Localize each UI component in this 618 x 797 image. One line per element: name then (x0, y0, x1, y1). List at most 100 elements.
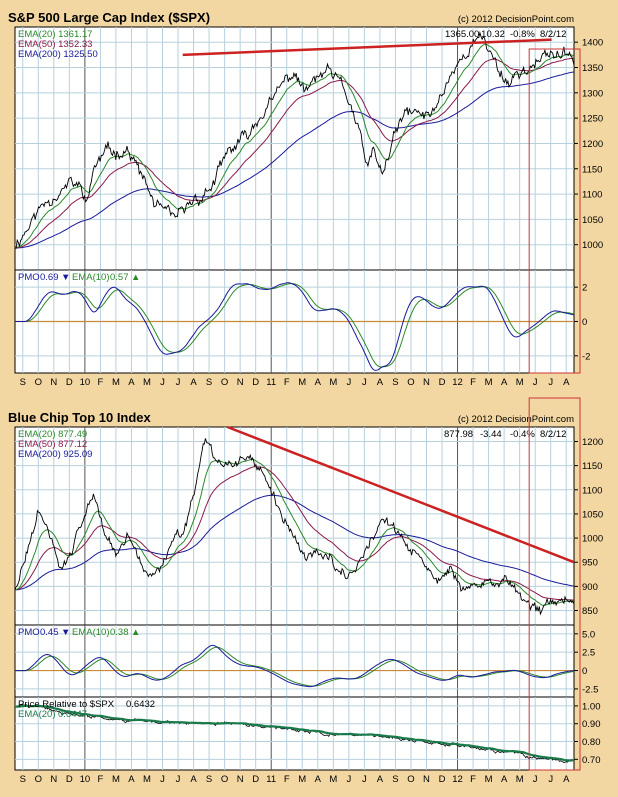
x-tick-label: M (112, 774, 120, 785)
highlight-box-top (528, 48, 581, 374)
y-tick-label: 1350 (582, 63, 603, 74)
x-tick-label: J (533, 377, 538, 388)
bluechip-pmo-ema-arrow: ▲ (131, 627, 140, 638)
y-tick-label: 900 (582, 582, 598, 593)
spx-pmo-yaxis: 2 0 -2 (574, 283, 590, 362)
bluechip-relative-legend: Price Relative to $SPX 0.6432 EMA(20) 0.… (18, 699, 155, 720)
x-tick-label: M (329, 774, 337, 785)
x-tick-label: J (533, 774, 538, 785)
spx-quote: 1365.00 -10.32 -0.8% 8/2/12 (445, 29, 566, 40)
trend-line (226, 425, 575, 564)
spx-quote-last: 1365.00 (445, 29, 479, 40)
x-tick-label: O (407, 774, 414, 785)
x-tick-label: D (439, 377, 446, 388)
x-tick-label: N (237, 377, 244, 388)
bluechip-pmo-arrow: ▼ (61, 627, 70, 638)
x-tick-label: O (407, 377, 414, 388)
bluechip-ema20-label: EMA(20) 877.49 (18, 429, 87, 440)
x-tick-label: M (112, 377, 120, 388)
x-tick-label: N (423, 377, 430, 388)
spx-pmo-ema-arrow: ▲ (131, 272, 140, 283)
ema50-line (14, 466, 575, 601)
relative-ema-line (15, 704, 574, 762)
x-tick-label: 12 (452, 774, 463, 785)
x-tick-label: M (485, 377, 493, 388)
x-tick-label: D (66, 774, 73, 785)
spx-price-yaxis: 1400 1350 1300 1250 1200 1150 1100 1050 1000 (574, 38, 603, 251)
x-tick-label: M (329, 377, 337, 388)
y-tick-label: 1250 (582, 114, 603, 125)
x-tick-label: J (176, 774, 181, 785)
y-tick-label: 1400 (582, 38, 603, 49)
spx-price-panel (14, 26, 575, 271)
x-tick-label: S (20, 774, 26, 785)
bluechip-relative-value: 0.6432 (126, 699, 155, 710)
x-tick-label: A (128, 377, 135, 388)
y-tick-label: 1150 (582, 164, 602, 175)
spx-quote-date: 8/2/12 (540, 29, 566, 40)
pmo-line (15, 644, 574, 688)
x-tick-label: S (20, 377, 26, 388)
bluechip-title: Blue Chip Top 10 Index (8, 410, 152, 425)
x-tick-label: A (563, 377, 570, 388)
y-tick-label: 1000 (582, 534, 603, 545)
x-tick-label: M (516, 377, 524, 388)
spx-ema20-label: EMA(20) 1361.17 (18, 29, 92, 40)
x-tick-label: 10 (80, 774, 91, 785)
ema20-line (14, 458, 575, 606)
x-tick-label: S (392, 377, 398, 388)
bluechip-quote-pct: -0.4% (510, 429, 535, 440)
bluechip-relative-lines (14, 704, 575, 764)
spx-x-axis: S O N D 10 F M A M J J A S O N D 11 F M A M J J A S O N D 12 F M A M J J A (20, 377, 570, 388)
ema50-line (15, 57, 575, 249)
bluechip-relative-grid (15, 697, 574, 770)
x-tick-label: A (315, 774, 322, 785)
x-tick-label: N (237, 774, 244, 785)
x-tick-label: F (470, 774, 476, 785)
x-tick-label: J (548, 377, 553, 388)
x-tick-label: J (160, 774, 165, 785)
x-tick-label: J (160, 377, 165, 388)
x-tick-label: S (392, 774, 398, 785)
y-tick-label: 2 (582, 283, 587, 294)
y-tick-label: 2.5 (582, 648, 595, 659)
y-tick-label: 5.0 (582, 629, 595, 640)
bluechip-quote-date: 8/2/12 (540, 429, 566, 440)
spx-pmo-ema-value: 0.57 (110, 272, 129, 283)
bluechip-relative-yaxis: 1.00 0.90 0.80 0.70 (574, 701, 601, 766)
x-tick-label: A (501, 774, 508, 785)
bluechip-pmo-legend: PMO 0.45 ▼ EMA(10) 0.38 ▲ (18, 627, 140, 638)
x-tick-label: 12 (452, 377, 463, 388)
x-tick-label: N (423, 774, 430, 785)
bluechip-quote: 877.98 -3.44 -0.4% 8/2/12 (444, 429, 566, 440)
bluechip-ema200-label: EMA(200) 925.09 (18, 449, 92, 460)
spx-pmo-legend: PMO 0.69 ▼ EMA(10) 0.57 ▲ (18, 272, 140, 283)
spx-pmo-lines (15, 282, 575, 371)
y-tick-label: 950 (582, 558, 598, 569)
x-tick-label: S (206, 377, 212, 388)
bluechip-x-axis: S O N D 10 F M A M J J A S O N D 11 F M A M J J A S O N D 12 F M A M J J A (20, 774, 570, 785)
bluechip-pmo-yaxis: 5.0 2.5 0 -2.5 (574, 629, 598, 695)
bluechip-pmo-ema-value: 0.38 (110, 627, 129, 638)
spx-price-lines (14, 30, 575, 249)
x-tick-label: O (35, 377, 42, 388)
x-tick-label: J (362, 774, 367, 785)
x-tick-label: M (143, 774, 151, 785)
x-tick-label: A (563, 774, 570, 785)
spx-pmo-label: PMO (18, 272, 40, 283)
x-tick-label: M (298, 774, 306, 785)
y-tick-label: 0 (582, 666, 587, 677)
x-tick-label: D (252, 377, 259, 388)
y-tick-label: 850 (582, 606, 598, 617)
spx-chart: S&P 500 Large Cap Index ($SPX) (c) 2012 … (8, 10, 603, 388)
x-tick-label: D (66, 377, 73, 388)
spx-ema50-label: EMA(50) 1352.33 (18, 39, 92, 50)
pmo-line (15, 282, 575, 371)
y-tick-label: 1050 (582, 215, 603, 226)
bluechip-relative-panel (14, 696, 575, 771)
y-tick-label: 0.80 (582, 737, 601, 748)
x-tick-label: A (501, 377, 508, 388)
spx-pmo-ema-label: EMA(10) (72, 272, 109, 283)
y-tick-label: 1.00 (582, 701, 601, 712)
relative-line (14, 704, 575, 764)
